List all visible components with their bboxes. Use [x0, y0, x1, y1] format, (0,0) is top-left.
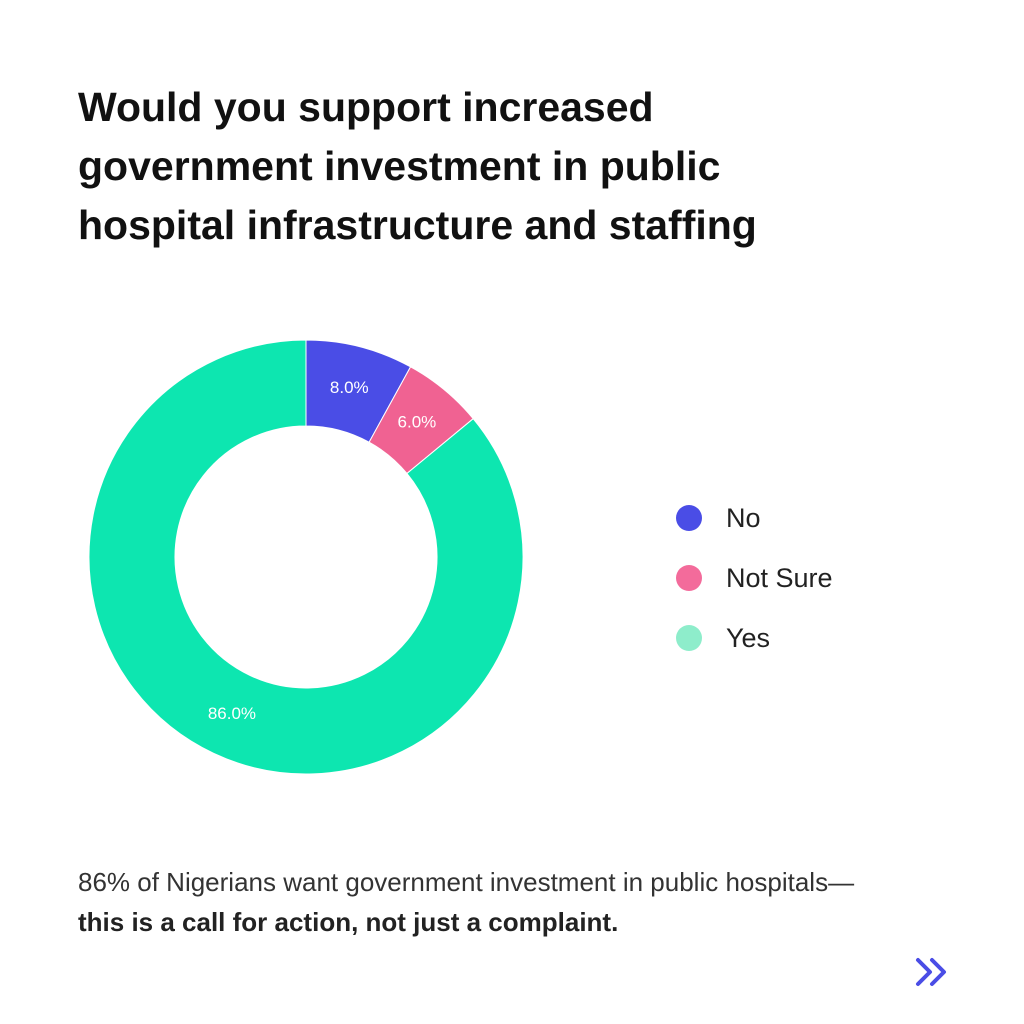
legend-label-no: No	[726, 502, 761, 533]
legend-item-not-sure: Not Sure	[676, 548, 833, 608]
legend-swatch-no	[676, 505, 702, 531]
data-label-not-sure: 6.0%	[398, 412, 437, 431]
caption-emphasis: this is a call for action, not just a co…	[78, 907, 619, 937]
data-label-yes: 86.0%	[208, 704, 256, 723]
data-label-no: 8.0%	[330, 378, 369, 397]
chart-title: Would you support increased government i…	[78, 84, 757, 248]
donut-data-labels: 8.0% 6.0% 86.0%	[208, 378, 436, 723]
legend-swatch-yes	[676, 625, 702, 651]
double-chevron-right-icon[interactable]	[910, 950, 954, 994]
legend-item-yes: Yes	[676, 608, 833, 668]
caption-text: 86% of Nigerians want government investm…	[78, 867, 855, 897]
chart-legend: No Not Sure Yes	[676, 488, 833, 668]
legend-label-not-sure: Not Sure	[726, 562, 833, 593]
donut-slice-yes	[88, 339, 524, 775]
donut-slices	[88, 339, 524, 775]
legend-item-no: No	[676, 488, 833, 548]
donut-chart: 8.0% 6.0% 86.0%	[88, 339, 524, 775]
chart-caption: 86% of Nigerians want government investm…	[78, 862, 878, 942]
legend-swatch-not-sure	[676, 565, 702, 591]
legend-label-yes: Yes	[726, 622, 771, 653]
